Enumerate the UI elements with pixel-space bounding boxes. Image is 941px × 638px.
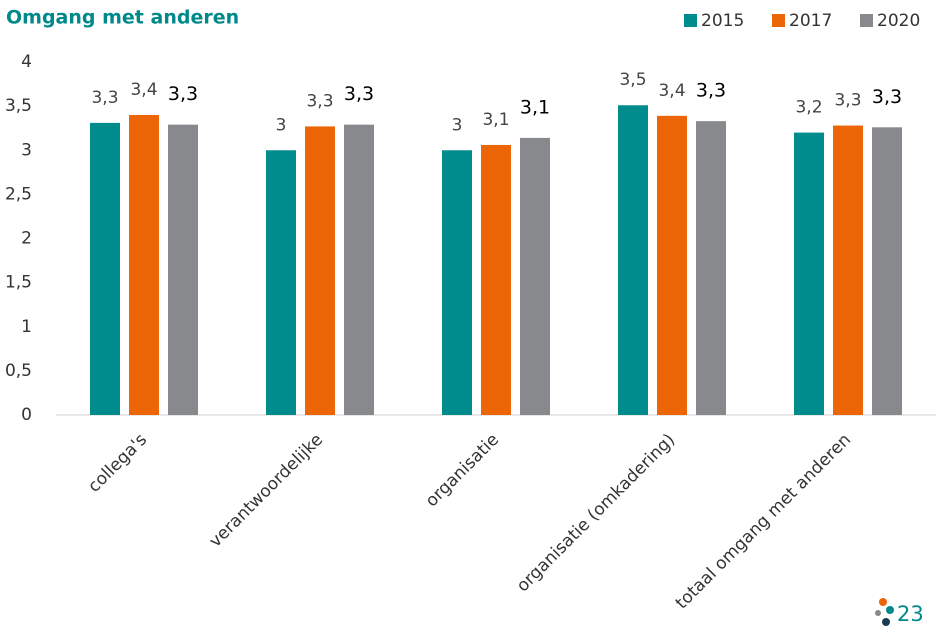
legend-swatch: [772, 14, 785, 27]
value-label: 3,3: [872, 86, 902, 108]
y-tick-label: 2,5: [5, 184, 32, 204]
bar: [520, 137, 550, 415]
bar: [129, 114, 159, 415]
value-label: 3,3: [168, 83, 198, 105]
bar: [442, 150, 472, 415]
chart-title: Omgang met anderen: [6, 7, 239, 29]
bar: [90, 122, 120, 415]
legend-label: 2015: [701, 11, 744, 31]
legend-swatch: [684, 14, 697, 27]
value-label: 3,3: [344, 83, 374, 105]
value-label: 3,2: [795, 98, 822, 118]
y-tick-label: 4: [21, 52, 32, 72]
x-tick-label: organisatie (omkadering): [513, 430, 679, 596]
value-label: 3,4: [658, 81, 685, 101]
y-tick-label: 0: [21, 405, 32, 425]
y-tick-label: 1: [21, 317, 32, 337]
bar: [794, 132, 824, 415]
logo-dot: [879, 598, 887, 606]
bar: [305, 126, 335, 416]
value-label: 3,3: [91, 88, 118, 108]
x-tick-label: totaal omgang met anderen: [672, 430, 855, 613]
y-tick-label: 1,5: [5, 273, 32, 293]
value-label: 3,3: [696, 80, 726, 102]
bar: [833, 125, 863, 415]
y-tick-label: 3: [21, 140, 32, 160]
value-label: 3,1: [482, 110, 509, 130]
bar: [168, 124, 198, 415]
bar: [266, 150, 296, 415]
bar: [618, 105, 648, 416]
page-number: 23: [897, 602, 924, 626]
y-tick-label: 3,5: [5, 96, 32, 116]
y-tick-label: 0,5: [5, 361, 32, 381]
value-label: 3,3: [306, 91, 333, 111]
bar: [696, 121, 726, 415]
legend-swatch: [860, 14, 873, 27]
bar: [481, 144, 511, 415]
x-tick-label: collega's: [84, 430, 151, 497]
value-label: 3,3: [834, 91, 861, 111]
value-label: 3: [452, 115, 463, 135]
logo-dot: [882, 618, 890, 626]
value-label: 3,4: [130, 80, 157, 100]
bar: [657, 115, 687, 416]
legend-label: 2020: [877, 11, 920, 31]
x-tick-label: verantwoordelijke: [206, 430, 328, 552]
y-tick-label: 2: [21, 229, 32, 249]
value-label: 3,5: [619, 70, 646, 90]
logo-dot: [875, 610, 881, 616]
value-label: 3: [276, 115, 287, 135]
legend-label: 2017: [789, 11, 832, 31]
bar: [344, 124, 374, 415]
value-label: 3,1: [520, 96, 550, 118]
logo-dot: [886, 606, 894, 614]
x-tick-label: organisatie: [422, 430, 503, 511]
bar: [872, 127, 902, 416]
